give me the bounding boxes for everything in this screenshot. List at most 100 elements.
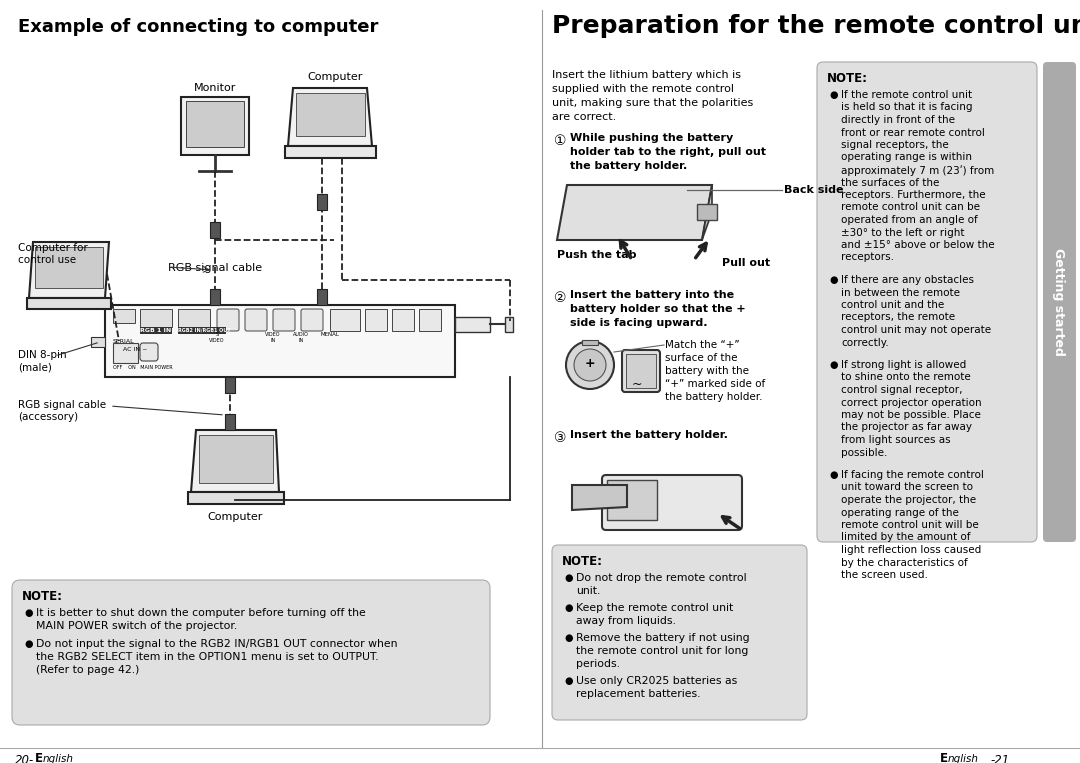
Text: ②: ② (554, 291, 567, 305)
Text: Monitor: Monitor (193, 83, 237, 93)
Text: -21: -21 (990, 754, 1009, 763)
Text: periods.: periods. (576, 659, 620, 669)
Text: ●: ● (564, 676, 572, 686)
FancyBboxPatch shape (140, 343, 158, 361)
Bar (181, 97, 249, 155)
Polygon shape (288, 88, 372, 146)
Bar (210, 289, 220, 305)
Text: is held so that it is facing: is held so that it is facing (841, 102, 972, 112)
Text: Remove the battery if not using: Remove the battery if not using (576, 633, 750, 643)
Text: holder tab to the right, pull out: holder tab to the right, pull out (570, 147, 766, 157)
Text: nglish: nglish (43, 754, 75, 763)
Text: battery with the: battery with the (665, 366, 750, 376)
Text: operate the projector, the: operate the projector, the (841, 495, 976, 505)
Bar (582, 340, 598, 345)
Text: ●: ● (564, 633, 572, 643)
Bar (505, 317, 513, 332)
Bar (455, 317, 490, 332)
Polygon shape (557, 185, 712, 240)
Text: by the characteristics of: by the characteristics of (841, 558, 968, 568)
Text: supplied with the remote control: supplied with the remote control (552, 84, 734, 94)
Text: receptors. Furthermore, the: receptors. Furthermore, the (841, 190, 986, 200)
Text: signal receptors, the: signal receptors, the (841, 140, 948, 150)
Text: remote control unit will be: remote control unit will be (841, 520, 978, 530)
Text: Computer: Computer (207, 512, 262, 522)
Text: the RGB2 SELECT item in the OPTION1 menu is set to OUTPUT.: the RGB2 SELECT item in the OPTION1 menu… (36, 652, 379, 662)
Polygon shape (29, 242, 109, 298)
Text: NOTE:: NOTE: (827, 72, 868, 85)
Text: unit.: unit. (576, 586, 600, 596)
Text: the surfaces of the: the surfaces of the (841, 178, 940, 188)
Text: control unit may not operate: control unit may not operate (841, 325, 991, 335)
Text: the battery holder.: the battery holder. (665, 392, 762, 402)
Text: ●: ● (829, 360, 837, 370)
Text: unit, making sure that the polarities: unit, making sure that the polarities (552, 98, 753, 108)
Bar (113, 309, 135, 323)
Text: 20-: 20- (15, 754, 35, 763)
Text: RGB 1 IN: RGB 1 IN (140, 328, 172, 333)
Bar (35, 247, 103, 288)
Text: It is better to shut down the computer before turning off the: It is better to shut down the computer b… (36, 608, 366, 618)
Text: may not be possible. Place: may not be possible. Place (841, 410, 981, 420)
Text: battery holder so that the +: battery holder so that the + (570, 304, 745, 314)
Text: Insert the battery into the: Insert the battery into the (570, 290, 734, 300)
FancyBboxPatch shape (245, 309, 267, 331)
Text: unit toward the screen to: unit toward the screen to (841, 482, 973, 492)
Bar (199, 435, 273, 483)
Text: possible.: possible. (841, 448, 888, 458)
Bar (140, 309, 172, 327)
FancyBboxPatch shape (12, 580, 490, 725)
Text: (accessory): (accessory) (18, 412, 78, 422)
Text: RGB2 IN/RGB1 OUT: RGB2 IN/RGB1 OUT (178, 328, 231, 333)
Text: While pushing the battery: While pushing the battery (570, 133, 733, 143)
Text: Getting started: Getting started (1053, 248, 1066, 356)
Bar (697, 204, 717, 220)
Text: front or rear remote control: front or rear remote control (841, 127, 985, 137)
FancyBboxPatch shape (217, 309, 239, 331)
Text: Computer for: Computer for (18, 243, 87, 253)
Bar (607, 480, 657, 520)
Bar (225, 414, 235, 430)
Text: light reflection loss caused: light reflection loss caused (841, 545, 982, 555)
Text: NOTE:: NOTE: (22, 590, 63, 603)
Text: to shine onto the remote: to shine onto the remote (841, 372, 971, 382)
Text: the battery holder.: the battery holder. (570, 161, 687, 171)
Text: Match the “+”: Match the “+” (665, 340, 740, 350)
Bar (225, 377, 235, 393)
Bar (392, 309, 414, 331)
Bar (113, 343, 138, 363)
Text: Push the tab: Push the tab (557, 250, 636, 260)
Text: MAIN POWER switch of the projector.: MAIN POWER switch of the projector. (36, 621, 238, 631)
Bar (178, 327, 226, 334)
Text: MENAL: MENAL (321, 332, 339, 337)
Text: Back side: Back side (784, 185, 843, 195)
Text: approximately 7 m (23ʹ) from: approximately 7 m (23ʹ) from (841, 165, 995, 175)
Text: Do not input the signal to the RGB2 IN/RGB1 OUT connector when: Do not input the signal to the RGB2 IN/R… (36, 639, 397, 649)
Text: ●: ● (24, 639, 32, 649)
Text: ●: ● (829, 90, 837, 100)
Bar (318, 194, 327, 210)
Text: correct projector operation: correct projector operation (841, 398, 982, 407)
Text: remote control unit can be: remote control unit can be (841, 202, 980, 213)
Text: RGB signal cable: RGB signal cable (18, 400, 106, 410)
Text: the projector as far away: the projector as far away (841, 423, 972, 433)
Bar (318, 289, 327, 305)
Polygon shape (191, 430, 279, 492)
Bar (296, 93, 365, 136)
Text: (male): (male) (18, 362, 52, 372)
Text: ●: ● (24, 608, 32, 618)
Text: the screen used.: the screen used. (841, 570, 928, 580)
Text: control signal receptor,: control signal receptor, (841, 385, 962, 395)
Text: control unit and the: control unit and the (841, 300, 944, 310)
Text: Pull out: Pull out (723, 258, 770, 268)
Text: are correct.: are correct. (552, 112, 617, 122)
Text: E: E (35, 752, 43, 763)
FancyBboxPatch shape (552, 545, 807, 720)
Text: limited by the amount of: limited by the amount of (841, 533, 971, 542)
Text: surface of the: surface of the (665, 353, 738, 363)
Bar (210, 222, 220, 238)
Text: ③: ③ (554, 431, 567, 445)
Text: operating range of the: operating range of the (841, 507, 959, 517)
Bar (186, 101, 244, 147)
Circle shape (573, 349, 606, 381)
